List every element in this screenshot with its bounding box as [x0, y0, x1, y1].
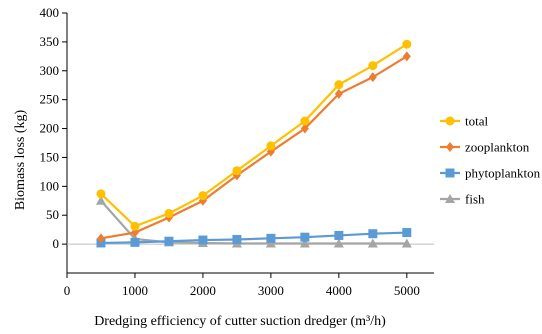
data-point-total	[402, 39, 412, 49]
data-point-zooplankton	[368, 72, 377, 83]
y-axis-title: Biomass loss (kg)	[13, 109, 28, 210]
y-tick-label: 0	[53, 236, 60, 251]
data-point-phytoplankton	[164, 236, 174, 246]
legend-swatch-marker	[445, 168, 455, 178]
x-tick-label: 0	[64, 283, 71, 298]
legend-item-total: total	[440, 114, 488, 129]
data-point-total	[130, 221, 140, 231]
data-point-fish	[367, 238, 378, 248]
data-point-phytoplankton	[368, 229, 378, 239]
data-point-zooplankton	[334, 88, 343, 99]
data-point-phytoplankton	[300, 232, 310, 242]
data-point-fish	[333, 238, 344, 248]
data-point-total	[300, 116, 310, 126]
legend-swatch-marker	[445, 194, 455, 203]
y-tick-label: 350	[40, 34, 60, 49]
y-tick-label: 50	[46, 207, 59, 222]
data-point-total	[334, 80, 344, 90]
data-point-phytoplankton	[130, 237, 140, 247]
legend-item-phytoplankton: phytoplankton	[440, 166, 541, 181]
data-point-zooplankton	[300, 123, 309, 134]
data-point-total	[266, 141, 276, 151]
series-line-phytoplankton	[100, 231, 407, 245]
data-point-phytoplankton	[266, 233, 276, 243]
legend-label: phytoplankton	[465, 166, 541, 181]
data-point-phytoplankton	[232, 234, 242, 244]
data-point-total	[232, 166, 242, 176]
data-point-total	[198, 191, 208, 201]
x-axis-title: Dredging efficiency of cutter suction dr…	[94, 314, 386, 329]
legend-swatch-marker	[445, 116, 455, 126]
series-line-zooplankton	[100, 55, 408, 240]
y-tick-label: 100	[40, 178, 60, 193]
x-tick-label: 4000	[326, 283, 352, 298]
data-point-zooplankton	[96, 233, 105, 244]
data-point-fish	[401, 238, 412, 248]
data-point-zooplankton	[402, 51, 411, 62]
series-layer	[95, 39, 412, 248]
data-point-total	[164, 208, 174, 218]
y-tick-label: 250	[40, 92, 60, 107]
x-tick-label: 1000	[122, 283, 148, 298]
data-point-fish	[95, 195, 106, 205]
y-tick-label: 150	[40, 149, 60, 164]
legend-label: zooplankton	[465, 140, 530, 155]
y-tick-label: 400	[40, 5, 60, 20]
data-point-fish	[265, 238, 276, 248]
data-point-total	[368, 61, 378, 71]
x-tick-label: 5000	[394, 283, 420, 298]
legend-item-fish: fish	[440, 192, 485, 207]
legend-item-zooplankton: zooplankton	[440, 140, 530, 155]
series-line-fish	[100, 200, 407, 245]
x-tick-label: 3000	[258, 283, 284, 298]
legend-label: total	[465, 114, 488, 129]
y-tick-label: 300	[40, 63, 60, 78]
x-tick-label: 2000	[190, 283, 216, 298]
data-point-phytoplankton	[198, 235, 208, 245]
legend-label: fish	[465, 192, 485, 207]
data-point-total	[96, 189, 106, 199]
data-point-phytoplankton	[334, 230, 344, 240]
y-tick-label: 200	[40, 121, 60, 136]
series-line-total	[100, 43, 408, 228]
legend: total zooplankton phytoplankton fish	[440, 114, 541, 207]
legend-swatch-marker	[446, 142, 454, 152]
series-total	[96, 39, 412, 231]
series-zooplankton	[96, 51, 411, 244]
data-point-phytoplankton	[402, 228, 412, 238]
data-point-fish	[299, 238, 310, 248]
